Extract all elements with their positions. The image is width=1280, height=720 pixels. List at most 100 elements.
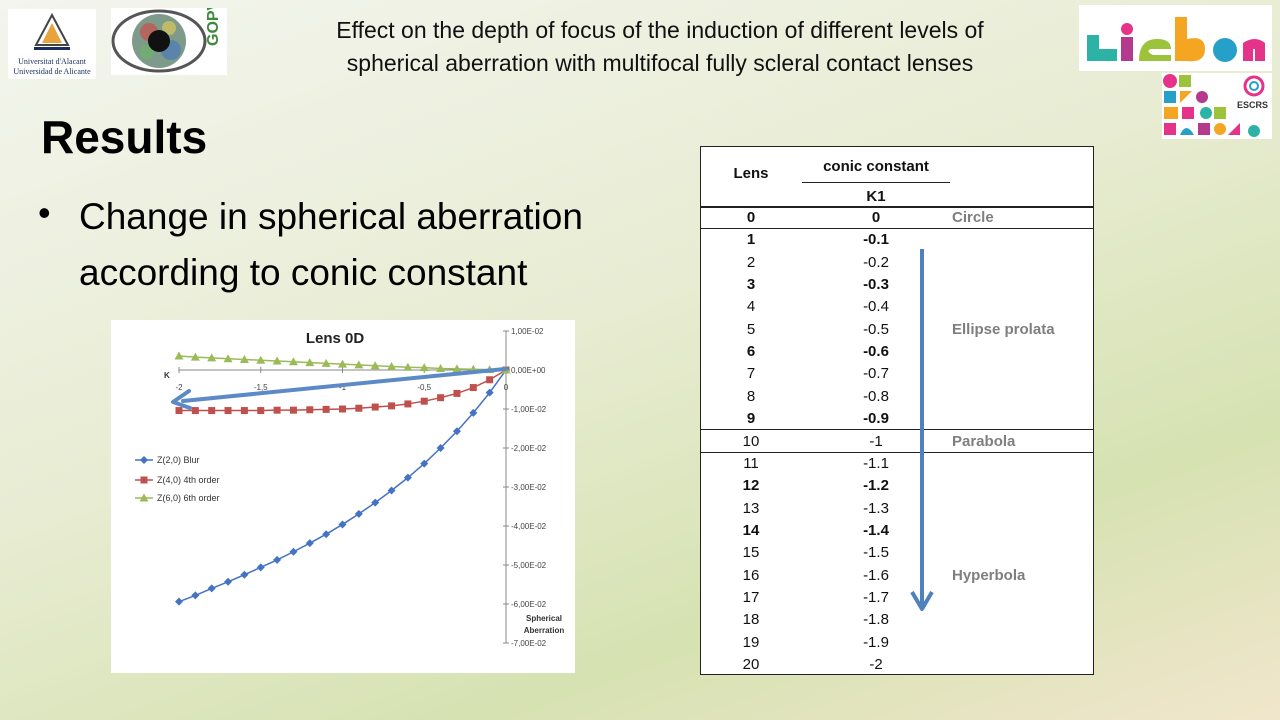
y-tick-label: 1,00E-02 [511, 327, 544, 336]
gopv-wordmark: GOPV [205, 8, 222, 46]
conic-value-cell: -2 [869, 656, 883, 673]
conic-value-cell: -1.9 [863, 633, 889, 651]
data-point [305, 358, 315, 367]
x-tick-label: -0,5 [417, 383, 431, 392]
title-line-1: Effect on the depth of focus of the indu… [336, 17, 984, 43]
data-point [486, 376, 494, 384]
data-point [354, 360, 364, 369]
bullet-line-2: according to conic constant [79, 252, 528, 293]
data-point [256, 563, 265, 572]
data-point [257, 407, 265, 415]
data-point [224, 577, 233, 586]
conic-value-cell: -1 [869, 432, 883, 450]
lens-number-cell: 10 [742, 432, 760, 450]
lens-number-cell: 8 [746, 387, 756, 405]
lens-number-cell: 17 [742, 588, 760, 606]
y-tick-label: 0,00E+00 [511, 366, 546, 375]
data-point [240, 407, 248, 415]
title-line-2: spherical aberration with multifocal ful… [346, 50, 974, 76]
gopv-logo: GOPV [111, 8, 227, 75]
data-point [355, 404, 363, 412]
legend-entry: Z(2,0) Blur [157, 455, 200, 465]
legend-marker [140, 456, 148, 464]
lens-number-cell: 13 [742, 499, 760, 517]
conic-value-cell: -0.9 [863, 410, 889, 428]
eye-icon [111, 9, 207, 73]
lens-number-cell: 1 [746, 231, 756, 249]
data-point [322, 405, 330, 413]
data-point [321, 358, 331, 367]
escrs-wordmark: ESCRS [1237, 100, 1269, 110]
escrs-logo: ESCRS [1162, 73, 1272, 139]
shape-label: Hyperbola [952, 566, 1026, 584]
x-tick-label: 0 [504, 383, 509, 392]
data-point [469, 408, 478, 417]
data-point [207, 353, 217, 362]
data-point [404, 400, 412, 408]
ua-name-line2: Universidad de Alicante [13, 67, 91, 76]
legend-entry: Z(4,0) 4th order [157, 475, 220, 485]
chart-title: Lens 0D [306, 330, 365, 347]
conic-value-cell: -0.7 [863, 365, 889, 383]
data-point [339, 405, 346, 413]
data-point [289, 406, 297, 414]
presentation-title: Effect on the depth of focus of the indu… [250, 14, 1070, 80]
conic-value-cell: -1.6 [863, 566, 889, 584]
data-point [436, 444, 445, 452]
y-axis-label-line1: Spherical [526, 614, 562, 623]
y-tick-label: -6,00E-02 [511, 600, 547, 609]
conic-value-cell: -0.6 [863, 343, 889, 361]
conic-constant-table: Lens conic constant K1 0 0 Circle 1 -0.1 2 -0.… [700, 146, 1094, 675]
column-header-conic-constant: conic constant [823, 158, 929, 175]
escrs-mosaic-icon [1163, 74, 1265, 137]
shape-label: Circle [952, 209, 994, 226]
data-point [175, 407, 183, 415]
data-point [208, 407, 216, 415]
data-point [207, 584, 216, 593]
y-tick-label: -4,00E-02 [511, 522, 547, 531]
data-point [419, 363, 429, 372]
data-point [322, 530, 331, 539]
lens-number-cell: 5 [746, 320, 756, 338]
data-point [452, 364, 462, 373]
lens-number-cell: 4 [746, 298, 756, 316]
data-point [469, 384, 477, 392]
data-point [223, 354, 233, 363]
data-point [370, 361, 380, 370]
down-arrow-icon [910, 249, 934, 611]
data-point [485, 388, 494, 397]
conic-value-cell: -1.7 [863, 588, 889, 606]
x-tick-label: -1 [339, 383, 347, 392]
y-tick-label: -7,00E-02 [511, 639, 547, 648]
divider-circle-bottom [701, 228, 1093, 229]
conic-value-cell: -1.3 [863, 499, 889, 517]
bullet-text: Change in spherical aberration according… [79, 189, 679, 301]
lens-number-cell: 16 [742, 566, 760, 584]
y-tick-label: -1,00E-02 [511, 405, 547, 414]
data-point [191, 591, 200, 600]
spherical-aberration-chart: 1,00E-02 0,00E+00 -1,00E-02 -2,00E-02 -3,00E… [111, 320, 575, 673]
lens-number-cell: 14 [742, 521, 760, 539]
y-axis-label-line2: Aberration [524, 626, 565, 635]
data-point [387, 486, 396, 495]
chart-canvas: 1,00E-02 0,00E+00 -1,00E-02 -2,00E-02 -3,00E… [135, 327, 565, 648]
data-point [436, 363, 446, 372]
section-heading: Results [41, 111, 208, 163]
data-point [354, 509, 363, 518]
conic-value-cell: -1.4 [863, 521, 889, 539]
column-header-lens: Lens [733, 165, 769, 182]
divider-parabola-bottom [701, 452, 1093, 453]
data-point [452, 427, 461, 436]
lens-number-cell: 20 [742, 656, 760, 673]
lens-number-cell: 6 [746, 343, 756, 361]
data-point [453, 389, 461, 397]
data-point [388, 402, 396, 410]
data-point [338, 359, 347, 368]
conic-value-cell: -0.1 [863, 231, 889, 249]
data-point [371, 403, 379, 411]
data-point [305, 539, 314, 548]
conic-value-cell: -0.4 [863, 298, 889, 316]
series-line-1 [178, 369, 507, 603]
ua-emblem-icon [34, 12, 70, 50]
lens-number-cell: 3 [746, 276, 756, 294]
